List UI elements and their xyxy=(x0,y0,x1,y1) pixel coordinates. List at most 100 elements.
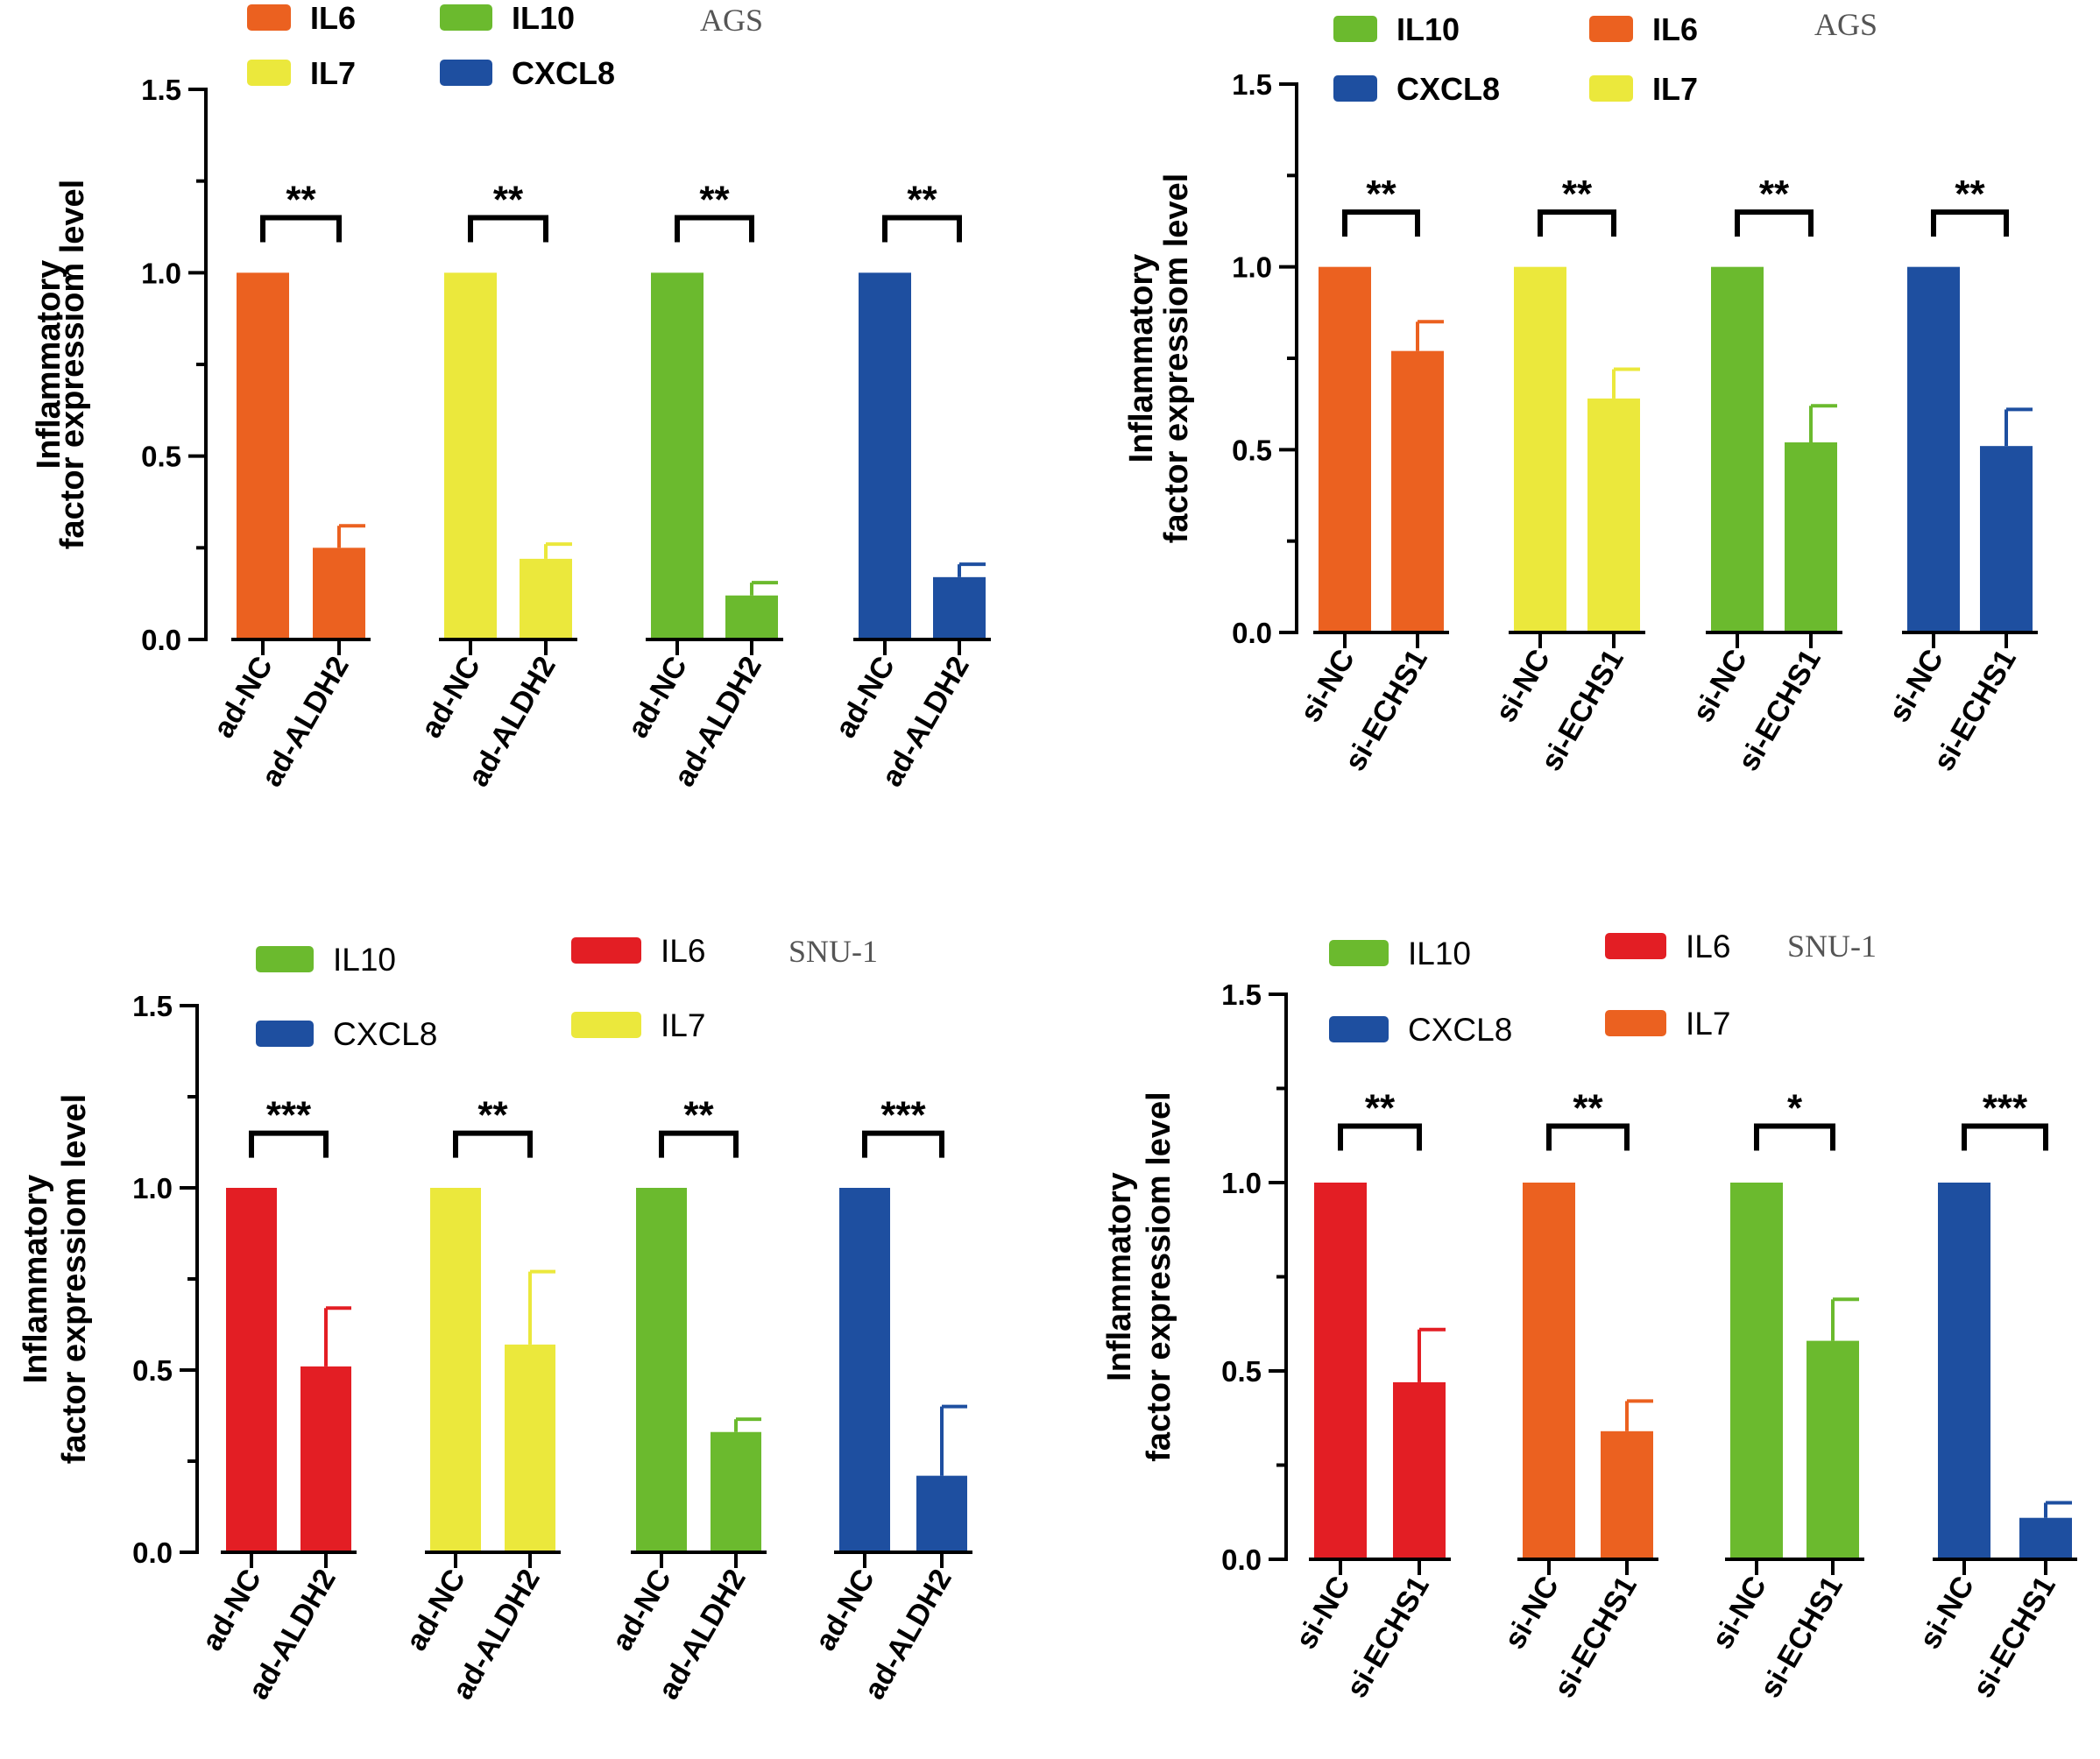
legend: IL10 IL6 CXCL8 IL7 xyxy=(1329,929,1730,1048)
significance-stars: ** xyxy=(907,179,937,222)
significance-stars: *** xyxy=(1983,1087,2028,1130)
bar xyxy=(1785,442,1837,632)
significance-stars: ** xyxy=(699,179,730,222)
bar xyxy=(1523,1183,1575,1559)
significance-bracket xyxy=(1931,209,2009,237)
x-category-label: si-NC xyxy=(1686,644,1754,728)
cell-line-label: AGS xyxy=(1814,7,1877,42)
y-tick-label: 0.0 xyxy=(132,1536,173,1569)
x-category-label: si-ECHS1 xyxy=(1966,1571,2061,1704)
legend-label: IL6 xyxy=(1652,11,1698,47)
x-category-label: ad-NC xyxy=(809,1564,881,1657)
y-tick-label: 1.0 xyxy=(141,257,181,289)
legend-label: IL7 xyxy=(310,55,356,91)
legend-label: IL10 xyxy=(1396,11,1460,47)
bar xyxy=(1711,266,1764,632)
y-axis-label-line1: Inflammatory xyxy=(1101,1172,1138,1381)
legend-swatch xyxy=(247,4,291,31)
x-category-label: ad-NC xyxy=(621,651,694,744)
x-category-label: ad-NC xyxy=(399,1564,472,1657)
bar xyxy=(1514,266,1566,632)
y-tick-label: 0.0 xyxy=(141,624,181,656)
bar xyxy=(520,558,572,639)
y-tick-label: 1.5 xyxy=(132,990,173,1022)
x-category-label: si-NC xyxy=(1706,1571,1773,1655)
bar xyxy=(1393,1381,1446,1559)
cell-line-label: SNU-1 xyxy=(1787,929,1877,964)
bar xyxy=(1807,1340,1859,1559)
significance-stars: *** xyxy=(880,1094,926,1137)
y-tick-label: 1.5 xyxy=(141,74,181,106)
legend-label: IL7 xyxy=(1652,71,1698,107)
significance-stars: ** xyxy=(493,179,524,222)
legend-swatch xyxy=(440,60,492,86)
bar xyxy=(1907,266,1960,632)
significance-bracket xyxy=(260,215,342,243)
legend-swatch xyxy=(1329,1016,1389,1042)
significance-bracket xyxy=(659,1130,739,1158)
y-tick-label: 0.5 xyxy=(1232,434,1272,466)
bar xyxy=(916,1475,967,1552)
bar xyxy=(725,595,778,639)
x-category-label: si-NC xyxy=(1498,1571,1566,1655)
chart-panel-4: 0.0 0.5 1.0 1.5 Inflammatory factor expressio… xyxy=(1101,929,2077,1704)
significance-bracket xyxy=(1962,1123,2048,1151)
bar xyxy=(933,576,986,639)
legend-label: IL7 xyxy=(1686,1006,1730,1042)
legend-label: IL6 xyxy=(310,0,356,36)
y-tick-label: 0.5 xyxy=(1221,1355,1262,1388)
bar xyxy=(1319,266,1371,632)
legend-swatch xyxy=(1589,16,1633,42)
bar xyxy=(1980,446,2033,632)
legend-label: IL7 xyxy=(661,1007,705,1043)
significance-stars: ** xyxy=(1759,173,1790,215)
significance-bracket xyxy=(468,215,548,243)
y-axis-label-line1: Inflammatory xyxy=(1123,254,1160,463)
legend-swatch xyxy=(256,946,314,972)
y-axis-label-line2: factor expressiom level xyxy=(1141,1091,1177,1461)
legend-label: CXCL8 xyxy=(1408,1012,1512,1048)
bar xyxy=(1314,1183,1367,1559)
significance-bracket xyxy=(249,1130,329,1158)
significance-stars: ** xyxy=(1365,1087,1396,1130)
y-tick-label: 0.5 xyxy=(141,441,181,473)
y-axis-label-line2: factor expressiom level xyxy=(54,180,91,549)
bar xyxy=(859,272,911,639)
significance-bracket xyxy=(1754,1123,1835,1151)
bar xyxy=(444,272,497,639)
legend-swatch xyxy=(1589,75,1633,102)
significance-bracket xyxy=(453,1130,533,1158)
y-axis-label-line2: factor expressiom level xyxy=(1158,173,1195,543)
bar xyxy=(1938,1183,1990,1559)
legend-label: IL6 xyxy=(661,933,705,969)
y-tick-label: 0.0 xyxy=(1232,617,1272,649)
y-tick-label: 1.5 xyxy=(1232,68,1272,101)
significance-bracket xyxy=(862,1130,944,1158)
legend-label: IL10 xyxy=(512,0,575,36)
bar xyxy=(237,272,289,639)
y-tick-label: 1.0 xyxy=(1232,251,1272,284)
significance-stars: ** xyxy=(1573,1087,1603,1130)
bar xyxy=(651,272,704,639)
bar xyxy=(711,1431,761,1552)
bar xyxy=(226,1188,277,1552)
x-category-label: ad-NC xyxy=(605,1564,678,1657)
significance-bracket xyxy=(1538,209,1616,237)
significance-stars: ** xyxy=(1366,173,1396,215)
y-tick-label: 0.5 xyxy=(132,1354,173,1387)
significance-stars: *** xyxy=(266,1094,312,1137)
x-category-label: si-NC xyxy=(1294,644,1361,728)
bar xyxy=(2019,1517,2072,1559)
legend-label: IL6 xyxy=(1686,929,1730,964)
x-category-label: si-NC xyxy=(1489,644,1557,728)
